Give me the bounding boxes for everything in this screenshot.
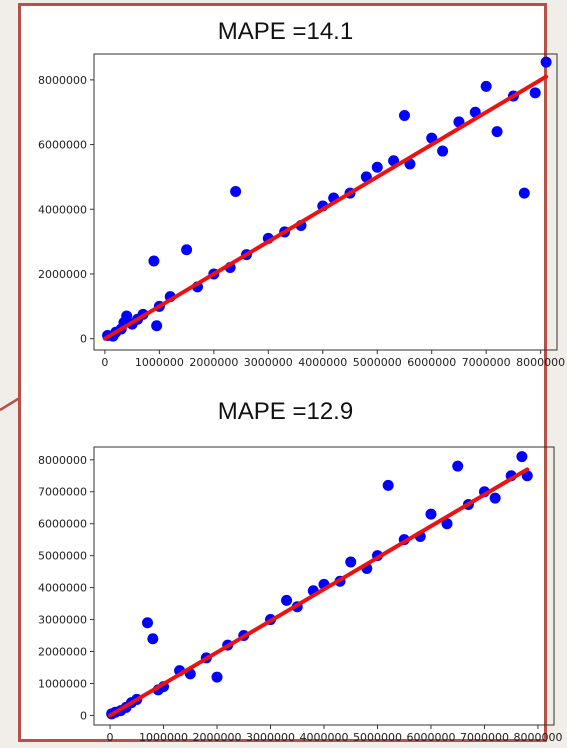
x-tick-label: 0 (107, 731, 114, 744)
y-tick-label: 5000000 (38, 550, 87, 563)
x-tick-label: 0 (101, 356, 108, 369)
data-point (452, 460, 464, 472)
y-tick-label: 8000000 (38, 74, 87, 87)
x-tick-label: 7000000 (462, 356, 511, 369)
data-point (211, 671, 223, 683)
y-tick-label: 8000000 (38, 454, 87, 467)
data-point (489, 492, 501, 504)
x-tick-label: 1000000 (139, 731, 188, 744)
y-tick-label: 4000000 (38, 203, 87, 216)
data-point (141, 617, 153, 629)
data-point (147, 633, 159, 645)
y-tick-label: 2000000 (38, 646, 87, 659)
data-point (425, 508, 437, 520)
x-tick-label: 6000000 (406, 731, 455, 744)
x-tick-label: 3000000 (244, 356, 293, 369)
x-tick-label: 2000000 (193, 731, 242, 744)
x-tick-label: 6000000 (407, 356, 456, 369)
data-point (516, 451, 528, 463)
data-point (480, 80, 492, 92)
y-tick-label: 6000000 (38, 139, 87, 152)
chart-frame: MAPE =14.1 0 1000000 2000000 3000000 4000000… (18, 3, 565, 744)
data-point (230, 185, 242, 197)
data-point (437, 145, 449, 157)
x-tick-label: 4000000 (298, 356, 347, 369)
data-point (148, 255, 160, 267)
y-tick-label: 0 (80, 333, 87, 346)
x-tick-label: 1000000 (135, 356, 184, 369)
chart-mape-12-9: MAPE =12.9 0 1000000 2000000 3000000 4000000… (21, 384, 562, 744)
y-tick-label: 6000000 (38, 518, 87, 531)
data-point (151, 320, 163, 332)
data-point (540, 56, 552, 68)
x-tick-label: 8000000 (513, 731, 562, 744)
data-point (181, 244, 193, 256)
data-point (121, 310, 133, 322)
data-point (491, 126, 503, 138)
scatter-plot: 0 1000000 2000000 3000000 4000000 5000000 6000… (38, 53, 565, 369)
fit-line (102, 74, 549, 341)
data-point (518, 187, 530, 199)
data-point (382, 479, 394, 491)
fit-line (108, 467, 530, 718)
x-tick-label: 5000000 (353, 731, 402, 744)
y-tick-label: 1000000 (38, 677, 87, 690)
y-tick-label: 4000000 (38, 582, 87, 595)
data-point (441, 518, 453, 530)
x-tick-label: 3000000 (246, 731, 295, 744)
y-tick-label: 2000000 (38, 268, 87, 281)
y-tick-label: 0 (80, 709, 87, 722)
x-tick-label: 7000000 (460, 731, 509, 744)
data-point (281, 594, 293, 606)
scatter-plot: 0 1000000 2000000 3000000 4000000 5000000 6000… (38, 446, 562, 744)
y-tick-label: 3000000 (38, 614, 87, 627)
x-tick-label: 2000000 (189, 356, 238, 369)
x-tick-label: 4000000 (300, 731, 349, 744)
y-tick-label: 7000000 (38, 486, 87, 499)
x-tick-label: 5000000 (353, 356, 402, 369)
data-point (371, 161, 383, 173)
chart-title: MAPE =14.1 (217, 18, 354, 45)
chart-title: MAPE =12.9 (217, 398, 354, 425)
data-point (529, 87, 541, 99)
chart-mape-14-1: MAPE =14.1 0 1000000 2000000 3000000 4000000… (21, 6, 565, 386)
data-point (398, 109, 410, 121)
data-point (345, 556, 357, 568)
x-tick-label: 8000000 (516, 356, 565, 369)
axes-box (93, 53, 558, 351)
